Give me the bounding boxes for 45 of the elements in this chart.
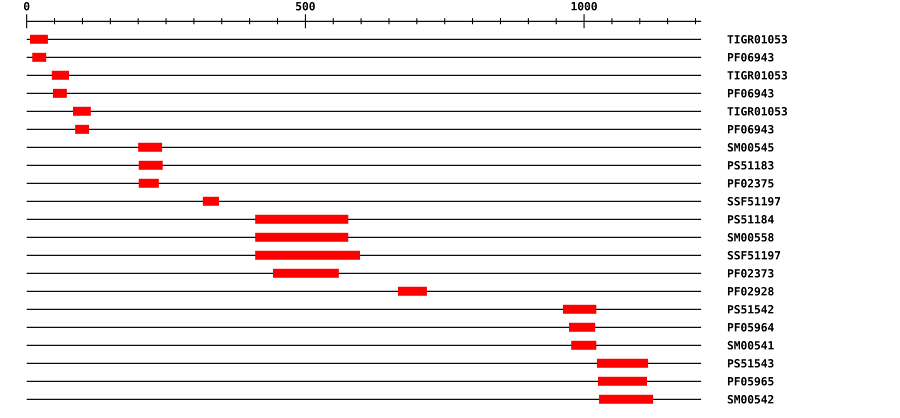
y-tick-label: PF06943: [728, 53, 774, 62]
y-tick-label: TIGR01053: [728, 107, 787, 116]
bar: [398, 286, 427, 296]
bar: [598, 376, 648, 386]
y-tick-label: PF02375: [728, 179, 774, 188]
bar: [72, 106, 91, 116]
y-tick-label: PF06943: [728, 89, 774, 98]
bar: [569, 322, 596, 332]
y-tick-label: TIGR01053: [728, 71, 787, 80]
bar: [562, 304, 596, 314]
bar: [75, 124, 90, 134]
bar: [571, 340, 596, 350]
y-tick-label: PF05965: [728, 377, 774, 386]
bar: [138, 142, 162, 152]
bar: [32, 52, 46, 62]
bar: [255, 250, 360, 260]
y-tick-label: SSF51197: [728, 251, 780, 260]
bar: [52, 88, 67, 98]
y-tick-label: SM00558: [728, 233, 774, 242]
bar: [52, 70, 70, 80]
y-tick-label: PF02373: [728, 269, 774, 278]
y-tick-label: SM00545: [728, 143, 774, 152]
bar: [138, 178, 159, 188]
x-tick-label: 1000: [572, 2, 597, 10]
bar: [202, 196, 219, 206]
bar: [599, 394, 654, 404]
y-tick-label: PS51184: [728, 215, 774, 224]
bar: [255, 214, 348, 224]
y-tick-label: PF05964: [728, 323, 774, 332]
bar: [273, 268, 339, 278]
y-tick-label: PS51542: [728, 305, 774, 314]
bar: [596, 358, 648, 368]
x-tick-label: 0: [24, 2, 30, 10]
bar: [138, 160, 163, 170]
bar: [255, 232, 348, 242]
y-tick-label: PS51543: [728, 359, 774, 368]
bar: [30, 34, 48, 44]
y-tick-label: PS51183: [728, 161, 774, 170]
x-tick-label: 500: [296, 2, 315, 10]
y-tick-label: SSF51197: [728, 197, 780, 206]
y-tick-label: PF02928: [728, 287, 774, 296]
y-tick-label: PF06943: [728, 125, 774, 134]
y-tick-label: TIGR01053: [728, 35, 787, 44]
y-tick-label: SM00541: [728, 341, 774, 350]
y-tick-label: SM00542: [728, 395, 774, 404]
